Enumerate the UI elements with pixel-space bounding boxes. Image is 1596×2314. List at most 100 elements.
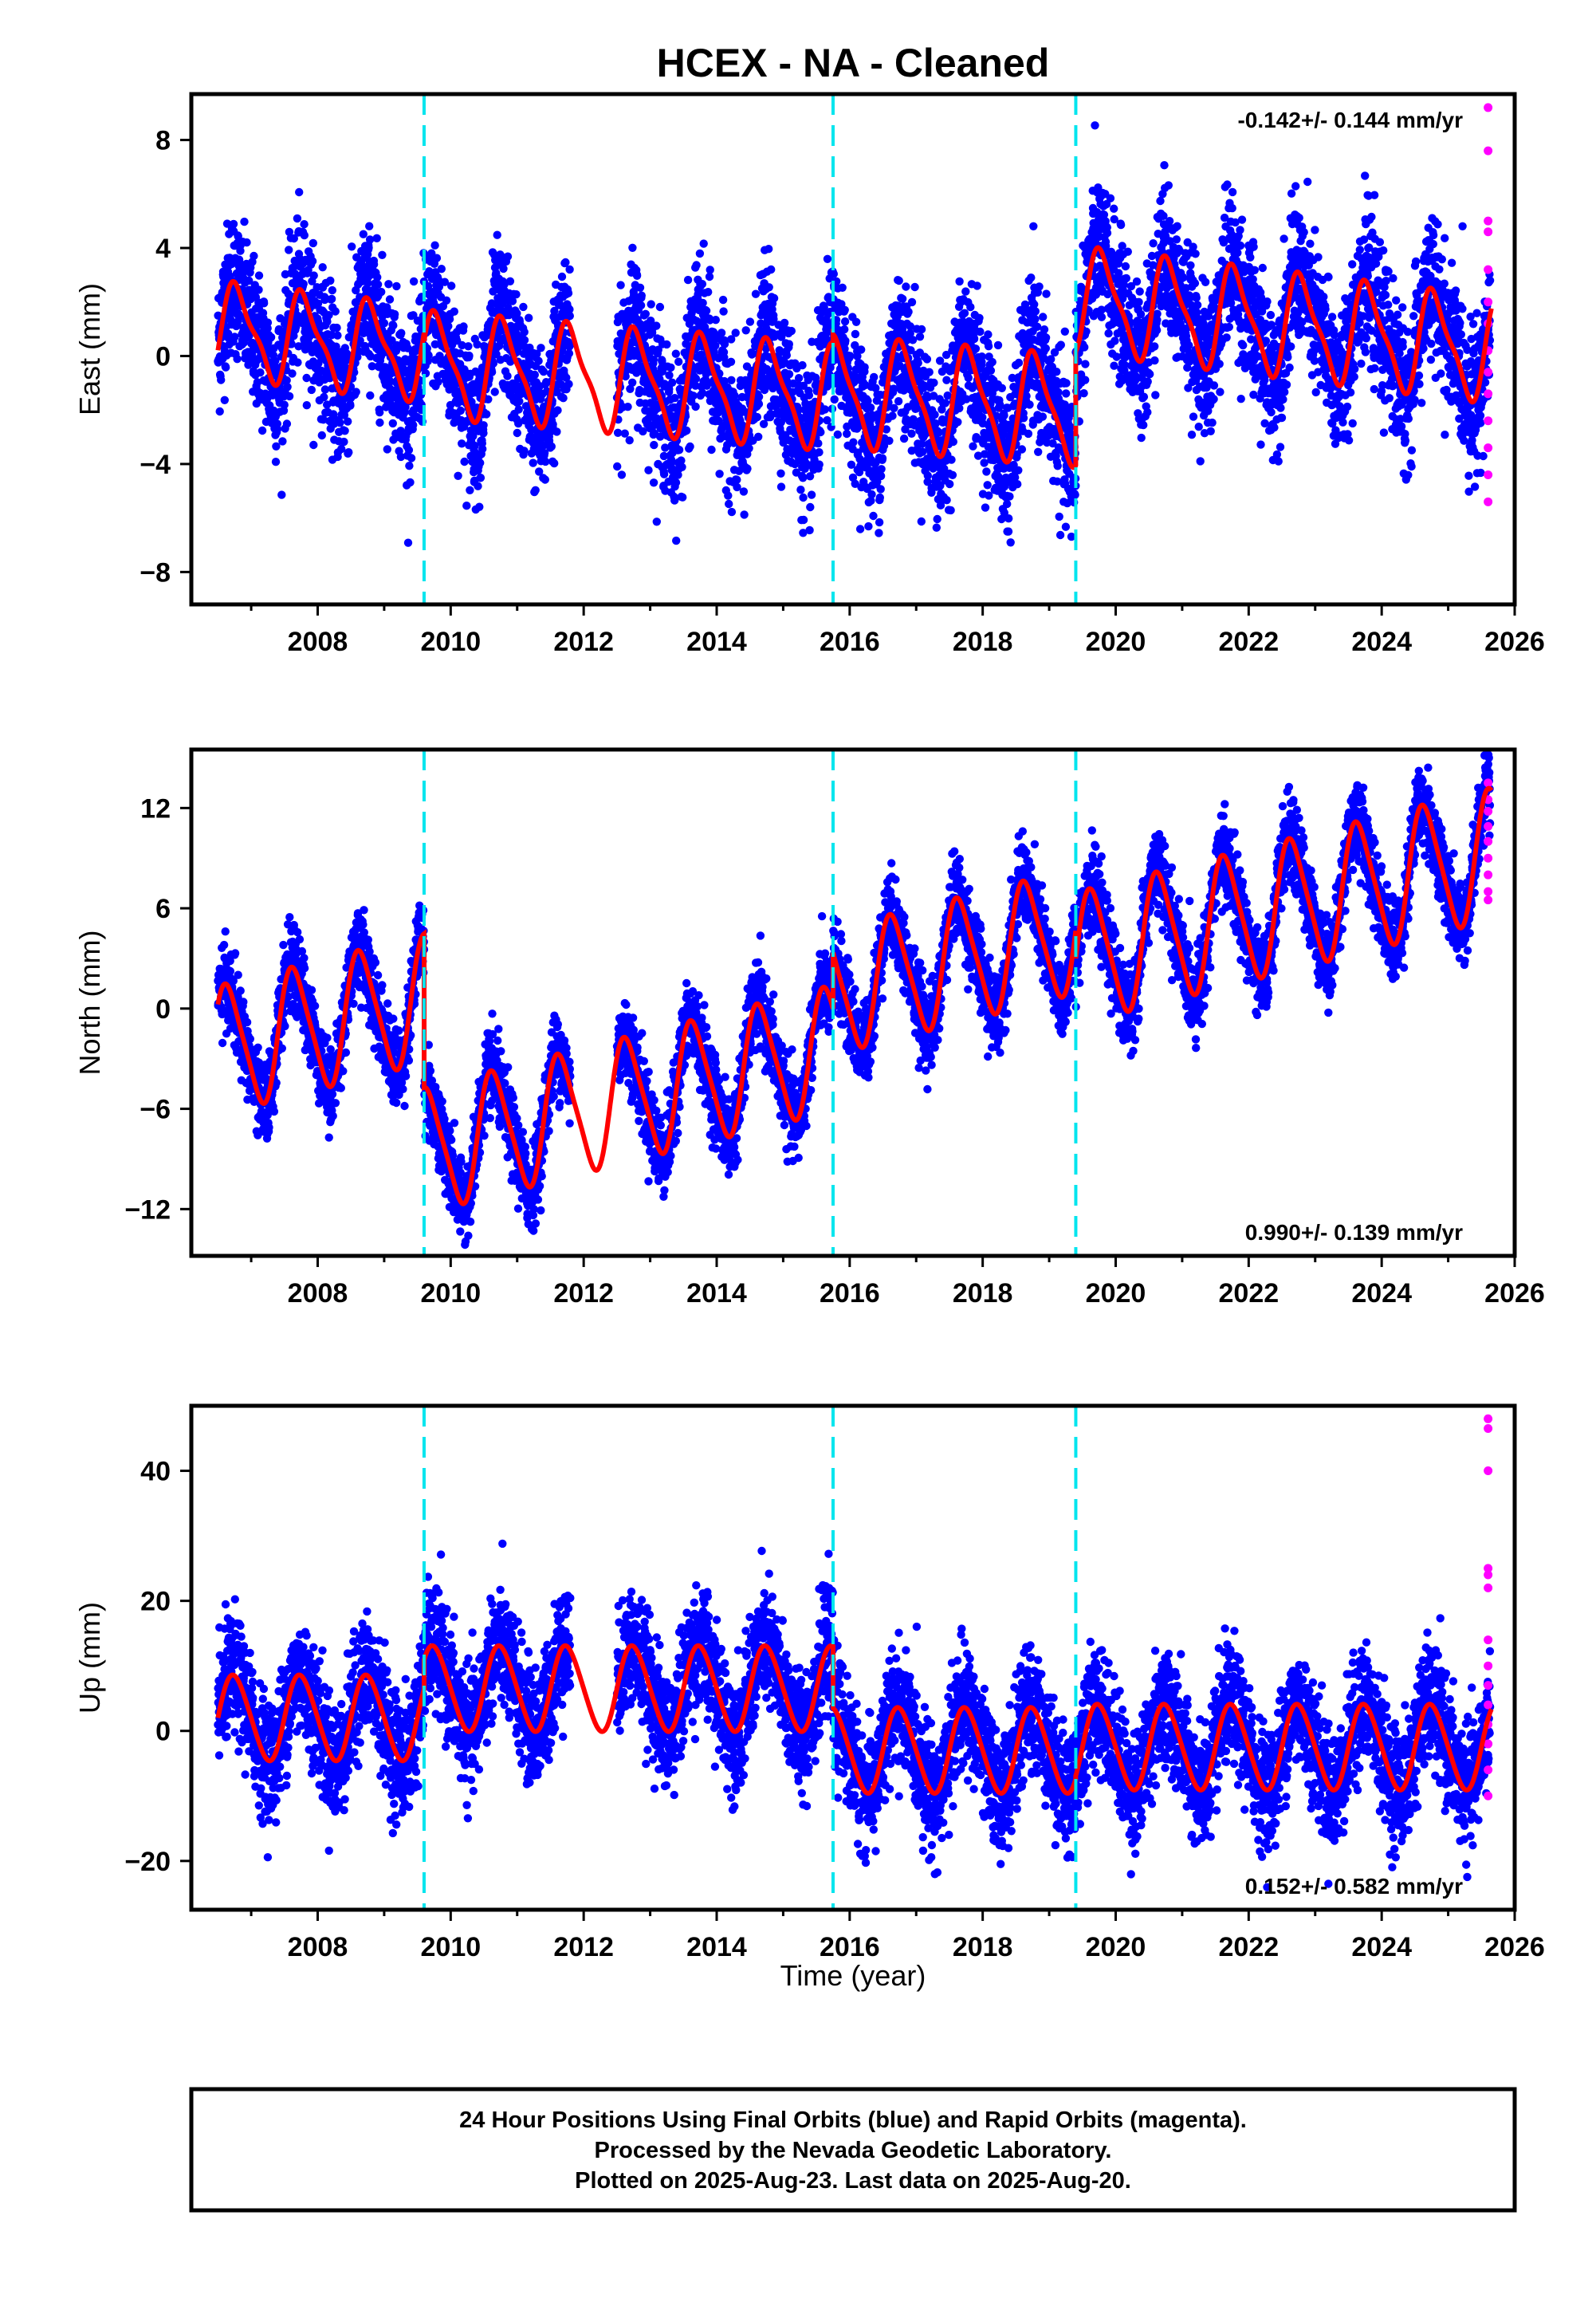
final-orbit-point [285, 246, 293, 254]
final-orbit-point [620, 429, 629, 438]
final-orbit-point [1116, 220, 1126, 230]
final-orbit-point [796, 486, 805, 494]
final-orbit-point [885, 436, 894, 445]
final-orbit-point [272, 442, 281, 451]
final-orbit-point [378, 250, 387, 259]
final-orbit-point [917, 325, 926, 334]
final-orbit-point [743, 464, 752, 473]
final-orbit-point [917, 517, 926, 526]
final-orbit-point [922, 355, 932, 364]
final-orbit-point [352, 388, 360, 396]
final-orbit-point [1106, 194, 1115, 203]
final-orbit-point [711, 316, 720, 325]
final-orbit-point [833, 430, 843, 439]
final-orbit-points [214, 103, 1495, 547]
final-orbit-point [295, 187, 304, 197]
final-orbit-point [520, 447, 529, 455]
final-orbit-point [1042, 289, 1051, 298]
final-orbit-point [1143, 407, 1152, 417]
final-orbit-point [565, 265, 574, 274]
final-orbit-point [888, 411, 897, 420]
final-orbit-point [925, 368, 934, 376]
final-orbit-point [377, 287, 386, 297]
final-orbit-point [359, 329, 368, 337]
final-orbit-point [1004, 527, 1013, 536]
final-orbit-point [1061, 522, 1071, 531]
final-orbit-point [1103, 229, 1112, 238]
final-orbit-point [662, 340, 671, 349]
final-orbit-point [671, 349, 680, 358]
final-orbit-point [823, 254, 832, 263]
final-orbit-point [776, 482, 786, 491]
final-orbit-point [293, 358, 302, 367]
final-orbit-point [677, 456, 686, 465]
final-orbit-point [1041, 333, 1051, 342]
final-orbit-point [652, 518, 661, 526]
final-orbit-point [830, 395, 839, 404]
final-orbit-point [670, 394, 679, 403]
final-orbit-point [727, 335, 736, 344]
final-orbit-point [807, 490, 816, 499]
final-orbit-point [745, 317, 755, 326]
final-orbit-point [564, 289, 573, 297]
final-orbit-point [908, 336, 918, 344]
final-orbit-point [877, 465, 886, 474]
final-orbit-point [503, 252, 513, 261]
final-orbit-point [707, 445, 716, 455]
final-orbit-point [955, 403, 964, 413]
final-orbit-point [973, 281, 981, 290]
final-orbit-point [751, 289, 761, 298]
final-orbit-point [776, 469, 785, 478]
final-orbit-point [799, 515, 808, 525]
final-orbit-point [1060, 327, 1070, 336]
final-orbit-point [292, 322, 301, 332]
final-orbit-point [278, 437, 287, 446]
final-orbit-point [1062, 389, 1071, 398]
final-orbit-point [423, 281, 433, 291]
final-orbit-point [637, 291, 646, 300]
final-orbit-point [1014, 466, 1023, 474]
final-orbit-point [988, 357, 997, 367]
final-orbit-point [430, 340, 439, 348]
final-orbit-point [548, 419, 557, 429]
final-orbit-point [565, 312, 574, 321]
final-orbit-point [534, 356, 543, 365]
final-orbit-point [1143, 377, 1152, 386]
final-orbit-point [487, 368, 497, 376]
final-orbit-point [720, 376, 729, 386]
final-orbit-point [513, 428, 521, 438]
final-orbit-point [285, 392, 294, 401]
final-orbit-point [444, 321, 453, 331]
final-orbit-point [625, 436, 634, 445]
final-orbit-point [529, 458, 537, 467]
final-orbit-point [1136, 309, 1146, 319]
final-orbit-point [1027, 274, 1036, 282]
final-orbit-point [878, 454, 887, 462]
final-orbit-point [553, 406, 562, 415]
final-orbit-point [1081, 376, 1090, 384]
final-orbit-point [1017, 445, 1027, 454]
final-orbit-point [731, 329, 740, 337]
final-orbit-point [535, 467, 544, 476]
final-orbit-point [1038, 412, 1048, 421]
final-orbit-point [403, 538, 413, 547]
final-orbit-point [333, 331, 342, 340]
final-orbit-point [650, 440, 658, 450]
final-orbit-point [365, 235, 375, 244]
final-orbit-point [344, 417, 352, 426]
final-orbit-point [386, 376, 395, 386]
final-orbit-point [754, 432, 763, 441]
final-orbit-point [1134, 297, 1143, 306]
final-orbit-point [815, 460, 824, 469]
final-orbit-point [503, 372, 512, 380]
final-orbit-point [705, 272, 714, 281]
final-orbit-point [683, 275, 693, 285]
final-orbit-point [1139, 392, 1149, 401]
final-orbit-point [647, 317, 655, 325]
final-orbit-point [1040, 325, 1049, 334]
final-orbit-point [665, 371, 674, 380]
final-orbit-point [626, 384, 635, 393]
final-orbit-point [240, 217, 249, 226]
final-orbit-point [404, 446, 414, 455]
final-orbit-point [293, 214, 302, 223]
